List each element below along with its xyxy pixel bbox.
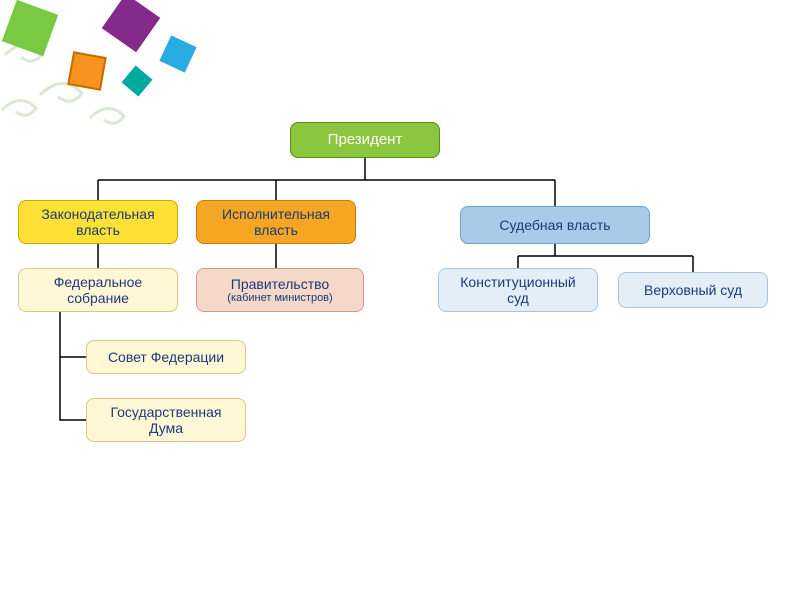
node-label: Судебная власть (499, 217, 610, 233)
node-sublabel: (кабинет министров) (227, 292, 332, 305)
node-label: Верховный суд (644, 282, 742, 298)
node-federal-assembly: Федеральное собрание (18, 268, 178, 312)
node-president: Президент (290, 122, 440, 158)
node-label-2: суд (507, 290, 529, 306)
node-label: Президент (328, 131, 403, 148)
node-federation-council: Совет Федерации (86, 340, 246, 374)
node-government: Правительство (кабинет министров) (196, 268, 364, 312)
node-label: Правительство (231, 276, 329, 292)
node-constitutional-court: Конституционный суд (438, 268, 598, 312)
node-legislative: Законодательная власть (18, 200, 178, 244)
decor-shape-2 (102, 0, 160, 52)
diagram-canvas: Президент Законодательная власть Исполни… (0, 0, 800, 600)
node-judicial: Судебная власть (460, 206, 650, 244)
node-label: Государственная (110, 404, 221, 420)
node-state-duma: Государственная Дума (86, 398, 246, 442)
node-label-2: власть (76, 222, 120, 238)
node-executive: Исполнительная власть (196, 200, 356, 244)
node-label: Федеральное (54, 274, 142, 290)
node-label: Исполнительная (222, 206, 330, 222)
decor-shape-1 (2, 0, 58, 56)
node-label: Совет Федерации (108, 349, 224, 365)
decor-shape-4 (159, 35, 196, 72)
node-label-2: Дума (149, 420, 183, 436)
node-label-2: собрание (67, 290, 129, 306)
decor-shape-5 (122, 66, 153, 97)
node-label: Законодательная (41, 206, 154, 222)
decor-shape-3 (67, 51, 106, 90)
node-label: Конституционный (460, 274, 575, 290)
node-label-2: власть (254, 222, 298, 238)
decor-swirls (0, 0, 230, 140)
node-supreme-court: Верховный суд (618, 272, 768, 308)
